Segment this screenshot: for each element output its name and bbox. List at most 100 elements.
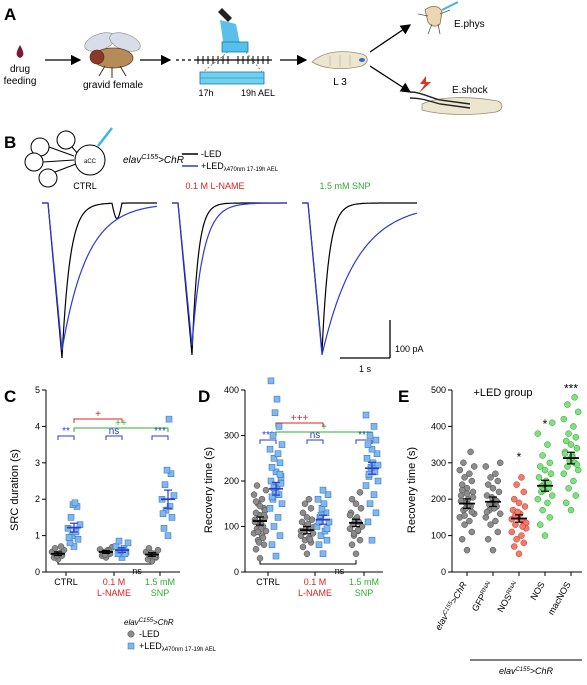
- d-point-plus: [323, 525, 331, 533]
- e-point: [541, 466, 549, 474]
- panel-c-xlabel-lname-2: L-NAME: [97, 588, 131, 598]
- e-point: [562, 437, 570, 445]
- d-point-plus: [278, 441, 286, 448]
- d-point-plus: [314, 495, 322, 503]
- larva-icon: [311, 51, 368, 70]
- d-point-plus: [370, 491, 378, 498]
- panel-d-xlabel-ctrl: CTRL: [256, 577, 280, 587]
- d-point-minus: [252, 509, 260, 517]
- d-point-minus: [346, 511, 354, 519]
- d-point-minus: [262, 486, 270, 494]
- d-point-plus: [270, 523, 278, 530]
- d-point-minus: [303, 550, 311, 558]
- e-point: [460, 459, 467, 467]
- panel-b-letter: B: [4, 133, 16, 152]
- c-point-plus: [124, 539, 132, 547]
- e-point: [458, 486, 466, 494]
- c-bracket-blue-3-label: ***: [154, 426, 166, 437]
- e-point: [572, 492, 580, 499]
- time-17h: 17h: [198, 88, 213, 98]
- e-point: [567, 506, 575, 514]
- e-point: [482, 514, 490, 521]
- d-point-minus: [252, 498, 260, 505]
- e-point: [544, 441, 551, 448]
- c-ytick-label: 5: [35, 385, 40, 395]
- trace-lname-minus: [172, 202, 287, 355]
- d-point-minus: [307, 505, 315, 512]
- e-point: [468, 477, 476, 485]
- d-point-minus: [303, 514, 311, 521]
- e-point: [513, 481, 520, 488]
- e-point: [518, 532, 525, 539]
- feeding-label: feeding: [4, 76, 37, 87]
- genotype-label: elavC155>ChR: [123, 154, 184, 166]
- e-point: [458, 535, 466, 543]
- fly-icon: [84, 32, 141, 78]
- panel-d-letter: D: [198, 387, 210, 406]
- panel-c-letter: C: [4, 387, 16, 406]
- panel-c-xlabel-ctrl: CTRL: [54, 577, 78, 587]
- c-point-plus: [115, 537, 123, 545]
- current-traces: [42, 202, 418, 359]
- e-point: [468, 508, 476, 516]
- ephys-prep-icon: [417, 1, 459, 35]
- ephys-label: E.phys: [454, 19, 485, 30]
- d-point-minus: [299, 509, 307, 517]
- e-point: [469, 494, 477, 501]
- c-bracket-red: [73, 418, 123, 423]
- c-point-plus: [166, 503, 174, 510]
- d-point-plus: [270, 484, 278, 492]
- d-point-minus: [354, 526, 362, 534]
- e-point: [560, 415, 568, 423]
- d-point-plus: [274, 514, 282, 521]
- e-point: [467, 448, 474, 456]
- d-point-plus: [271, 409, 279, 416]
- e-point: [492, 470, 499, 477]
- e-ytick-label: 500: [431, 385, 446, 395]
- time-19h: 19h AEL: [241, 88, 275, 98]
- d-point-minus: [298, 518, 306, 526]
- c-bracket-black-label: ns: [132, 566, 142, 576]
- d-point-plus: [366, 432, 374, 439]
- e-point: [535, 474, 543, 481]
- e-point: [496, 459, 504, 467]
- e-point: [571, 394, 578, 401]
- d-point-minus: [254, 528, 262, 536]
- c-point-plus: [71, 499, 79, 507]
- d-point-minus: [304, 520, 312, 528]
- d-point-plus: [372, 436, 380, 444]
- d-point-plus: [266, 445, 274, 453]
- e-point: [518, 474, 525, 481]
- d-point-plus: [267, 477, 275, 485]
- panel-e-bracket-label: elavC155>ChR: [499, 666, 554, 676]
- d-ytick-label: 400: [224, 385, 239, 395]
- panel-e: E +LED group Recovery time (s) 0 100 200 30…: [398, 382, 582, 676]
- trace-ctrl-minus: [42, 202, 157, 359]
- e-point: [565, 430, 572, 437]
- d-bracket-blue-1: [259, 439, 277, 444]
- d-point-plus: [273, 395, 281, 403]
- c-ytick-label: 2: [35, 494, 40, 504]
- panel-e-xlabel-1: elavC155>ChR: [433, 580, 469, 632]
- d-point-plus: [374, 477, 382, 485]
- drug-label: drug: [10, 64, 30, 75]
- d-point-minus: [253, 482, 261, 489]
- panel-d-points: [250, 377, 382, 562]
- c-point-minus: [51, 545, 59, 552]
- e-point: [534, 430, 542, 437]
- d-point-minus: [348, 495, 356, 503]
- e-point: [564, 401, 571, 408]
- e-point: [458, 481, 466, 488]
- d-point-plus: [373, 450, 381, 457]
- e-sig-5: ***: [564, 382, 578, 396]
- c-point-plus: [161, 481, 169, 488]
- d-point-plus: [368, 536, 376, 544]
- legend-minus-led: -LED: [139, 629, 160, 639]
- c-bracket-green: [73, 427, 169, 432]
- d-point-plus: [323, 536, 331, 544]
- e-point: [470, 463, 478, 470]
- d-point-minus: [356, 536, 364, 544]
- c-point-plus: [167, 470, 175, 477]
